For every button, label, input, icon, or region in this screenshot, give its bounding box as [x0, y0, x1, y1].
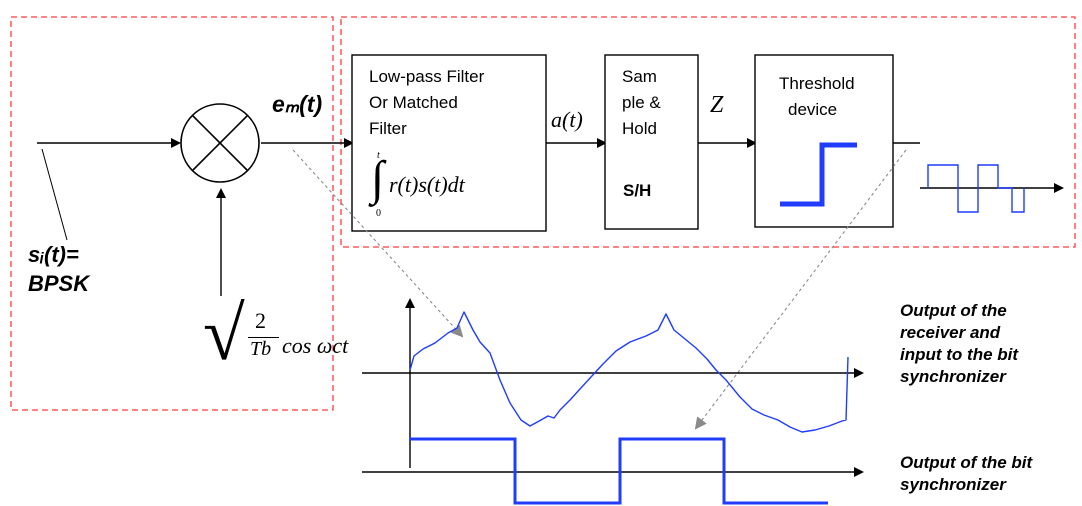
carrier-square-root: √ — [203, 292, 245, 376]
sample-hold-title-line-2: ple & — [622, 93, 661, 112]
receiver-output-note-line-1: Output of the — [900, 301, 1007, 320]
threshold-step-icon — [780, 142, 857, 207]
synchronizer-output-guide — [694, 149, 907, 430]
carrier-fraction-bar — [248, 337, 279, 338]
sample-hold-abbreviation: S/H — [623, 181, 652, 200]
low-pass-filter-title-line-3: Filter — [369, 119, 407, 138]
mixer-output-label: eₘ(t) — [272, 91, 323, 117]
carrier-fraction-numerator: 2 — [255, 308, 266, 333]
input-modulation-label: BPSK — [28, 271, 90, 296]
integral-upper-limit: t — [377, 150, 380, 161]
integral-expression: r(t)s(t)dt — [389, 172, 465, 197]
mixer-symbol — [180, 103, 260, 183]
receiver-output-note-line-4: synchronizer — [900, 367, 1006, 386]
low-pass-filter-title-line-1: Low-pass Filter — [369, 67, 485, 86]
receiver-output-note-line-3: input to the bit — [900, 345, 1019, 364]
integral-symbol: ∫ — [371, 152, 385, 205]
output-bit-waveform — [920, 164, 1064, 213]
bit-synchronizer-note-line-1: Output of the bit — [900, 453, 1033, 472]
bit-synchronizer-waveform — [410, 437, 828, 505]
filter-output-label: a(t) — [551, 107, 583, 132]
sample-hold-title-line-3: Hold — [622, 119, 657, 138]
low-pass-filter-title-line-2: Or Matched — [369, 93, 458, 112]
threshold-device-title-line-2: device — [788, 100, 838, 119]
threshold-device-title-line-1: Threshold — [779, 74, 855, 93]
sample-hold-title-line-1: Sam — [622, 67, 657, 86]
demodulator-dashed-region — [10, 16, 334, 411]
carrier-function: cos ωct — [282, 333, 349, 358]
sample-hold-box — [604, 54, 699, 230]
detector-dashed-region — [340, 16, 1076, 248]
bit-synchronizer-note-line-2: synchronizer — [900, 475, 1006, 494]
integral-lower-limit: 0 — [376, 208, 381, 219]
receiver-output-waveform — [409, 311, 849, 433]
input-signal-label: sᵢ(t)= — [28, 242, 79, 267]
receiver-output-note-line-2: receiver and — [900, 323, 1001, 342]
low-pass-filter-box — [351, 54, 547, 232]
sampled-output-label: Z — [710, 92, 724, 118]
input-label-leader — [41, 148, 68, 241]
carrier-fraction-denominator: Tb — [250, 338, 272, 360]
